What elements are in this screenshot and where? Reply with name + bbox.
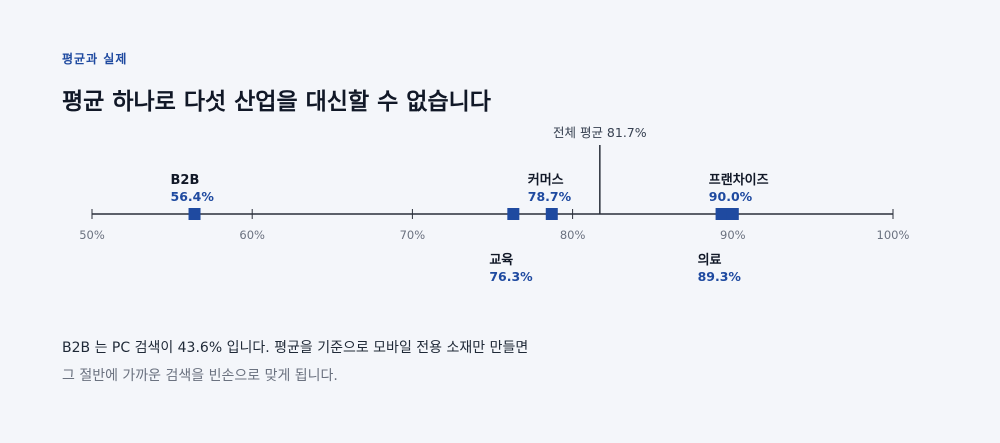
x-tick-label: 70% [400,228,426,242]
x-tick-label: 50% [79,228,105,242]
data-point-category-label: 의료 [698,252,722,268]
data-point-value-label: 89.3% [698,269,742,284]
x-tick-label: 80% [560,228,586,242]
data-point-marker [507,208,520,220]
note-line-2: 그 절반에 가까운 검색을 빈손으로 맞게 됩니다. [62,368,338,384]
data-point-category-label: 교육 [489,252,513,268]
x-tick-label: 90% [720,228,746,242]
data-point-category-label: 커머스 [528,172,564,188]
data-point-marker [715,208,728,220]
data-point-value-label: 76.3% [489,269,533,284]
eyebrow-label: 평균과 실제 [62,52,128,66]
data-point-category-label: 프랜차이즈 [709,172,769,188]
data-point-marker [545,208,558,220]
x-tick-label: 60% [239,228,265,242]
note-line-1: B2B 는 PC 검색이 43.6% 입니다. 평균을 기준으로 모바일 전용 … [62,340,529,356]
data-point-value-label: 56.4% [171,189,215,204]
headline: 평균 하나로 다섯 산업을 대신할 수 없습니다 [62,89,491,115]
data-point-category-label: B2B [171,173,200,188]
data-point-value-label: 90.0% [709,189,753,204]
data-point-marker [188,208,201,220]
x-tick-label: 100% [877,228,910,242]
data-point-marker [726,208,739,220]
average-reference-label: 전체 평균 81.7% [553,125,647,140]
data-point-value-label: 78.7% [528,189,572,204]
